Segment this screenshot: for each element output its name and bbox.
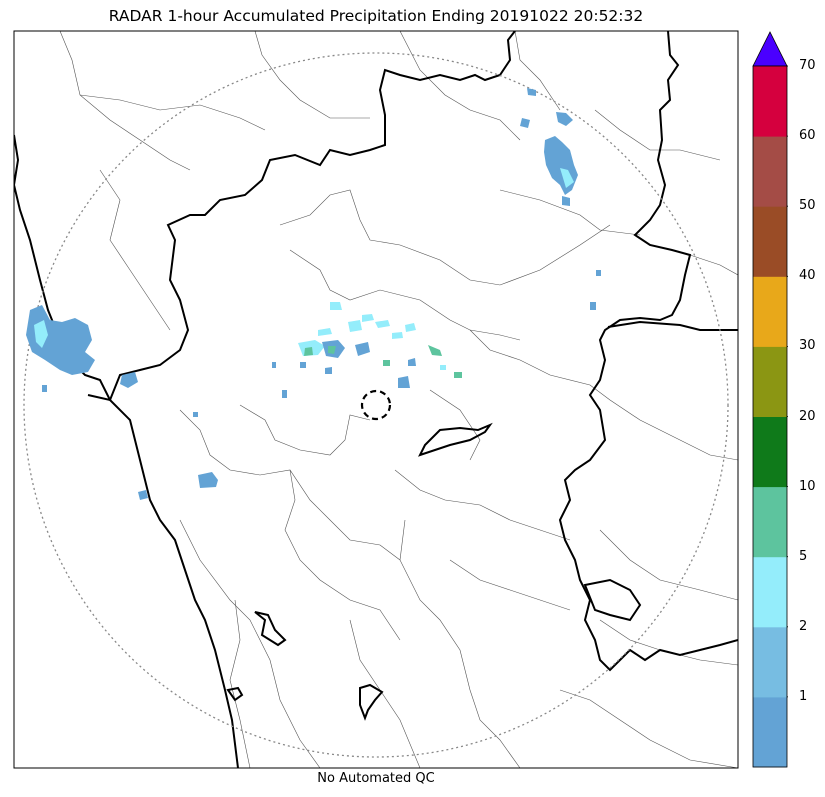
colorbar	[752, 31, 788, 768]
colorbar-segment	[753, 66, 787, 137]
colorbar-segment	[753, 626, 787, 698]
colorbar-label: 2	[799, 618, 808, 634]
colorbar-label: 70	[799, 58, 816, 73]
colorbar-extend-arrow	[752, 31, 788, 67]
colorbar-segment	[753, 486, 787, 558]
colorbar-segment	[753, 416, 787, 488]
colorbar-label: 30	[799, 338, 816, 354]
colorbar-segment	[753, 206, 787, 277]
radar-site-marker	[360, 389, 392, 421]
map-title: RADAR 1-hour Accumulated Precipitation E…	[108, 7, 644, 25]
qc-caption: No Automated QC	[317, 771, 435, 786]
colorbar-label: 1	[799, 688, 808, 704]
colorbar-segment	[753, 696, 787, 768]
district-boundaries	[59, 31, 738, 768]
map-frame	[13, 30, 739, 769]
colorbar-label: 50	[799, 198, 816, 214]
colorbar-label: 10	[799, 478, 816, 494]
state-boundaries	[14, 31, 738, 768]
colorbar-segment	[753, 346, 787, 417]
colorbar-label: 60	[799, 128, 816, 144]
colorbar-label: 40	[799, 268, 816, 284]
colorbar-segment	[753, 276, 787, 347]
radar-range-ring	[23, 52, 729, 758]
colorbar-segment	[753, 556, 787, 628]
colorbar-label: 5	[799, 548, 808, 564]
colorbar-segment	[753, 136, 787, 207]
colorbar-label: 20	[799, 408, 816, 424]
precipitation-echoes	[26, 88, 601, 500]
